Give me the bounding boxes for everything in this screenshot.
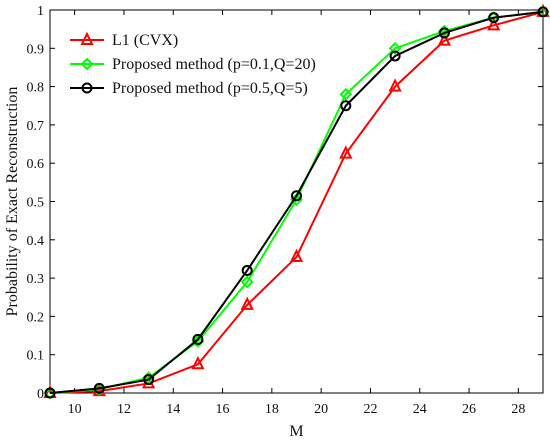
series-1-point: [191, 356, 205, 370]
series-3-line: [49, 10, 544, 394]
legend-label: Proposed method (p=0.5,Q=5): [112, 80, 308, 97]
y-tick-label: 1: [37, 4, 44, 19]
x-axis-label: M: [289, 423, 303, 440]
series-2-point: [388, 41, 402, 55]
x-tick-label: 20: [314, 402, 328, 417]
series-1-point: [339, 145, 353, 159]
series-2-point: [240, 275, 254, 289]
series-3-point: [44, 387, 56, 399]
series-3: [44, 6, 549, 399]
x-tick-label: 24: [413, 402, 427, 417]
series-3-point: [438, 27, 450, 39]
series-3-point: [389, 50, 401, 62]
series-3-point: [537, 6, 549, 18]
x-tick-label: 18: [265, 402, 279, 417]
x-tick-label: 12: [117, 402, 131, 417]
x-tick-label: 14: [166, 402, 180, 417]
y-tick-label: 0.1: [27, 349, 45, 364]
series-3-point: [241, 264, 253, 276]
series-1-point: [388, 78, 402, 92]
y-tick-label: 0.5: [27, 196, 45, 211]
series-3-point: [340, 100, 352, 112]
legend-item: Proposed method (p=0.5,Q=5): [70, 80, 308, 97]
series-3-point: [488, 12, 500, 24]
x-tick-label: 28: [511, 402, 525, 417]
legend-item: L1 (CVX): [70, 31, 178, 49]
series-1-point: [437, 32, 452, 46]
y-tick-label: 0.8: [27, 81, 45, 96]
x-tick-label: 22: [363, 402, 377, 417]
series-1-point: [487, 17, 501, 31]
series-group: [43, 3, 550, 400]
legend-item: Proposed method (p=0.1,Q=20): [70, 56, 316, 73]
series-3-point: [93, 382, 105, 394]
legend: L1 (CVX) Proposed method (p=0.1,Q=20) Prop…: [70, 31, 316, 97]
y-axis-label: Probability of Exact Reconstruction: [4, 87, 21, 317]
legend-marker: [80, 31, 94, 45]
x-tick-label: 16: [216, 402, 230, 417]
y-tick-label: 0.2: [27, 310, 45, 325]
x-tick-label: 26: [462, 402, 476, 417]
y-tick-label: 0.4: [27, 234, 45, 249]
series-3-point: [143, 374, 155, 386]
series-3-point: [192, 333, 204, 345]
series-2-point: [191, 334, 205, 348]
legend-marker: [80, 57, 94, 71]
y-tick-label: 0.6: [27, 157, 45, 172]
x-tick-label: 10: [68, 402, 82, 417]
series-2-point: [339, 87, 353, 101]
legend-marker: [81, 82, 93, 94]
y-tick-label: 0.7: [27, 119, 45, 134]
series-1-point: [289, 248, 304, 263]
series-1-line: [49, 10, 544, 394]
tick-group: 10 12 14 16 18 20 22 24 26 28 0 0.1 0.2 0.3 0.4 0.5 0.6 0…: [27, 4, 543, 417]
legend-label: L1 (CVX): [112, 32, 178, 49]
legend-label: Proposed method (p=0.1,Q=20): [112, 56, 316, 73]
y-tick-label: 0.9: [27, 42, 45, 57]
series-1-point: [240, 296, 254, 310]
series-3-point: [291, 190, 302, 202]
y-tick-label: 0: [37, 387, 44, 402]
y-tick-label: 0.3: [27, 272, 45, 287]
